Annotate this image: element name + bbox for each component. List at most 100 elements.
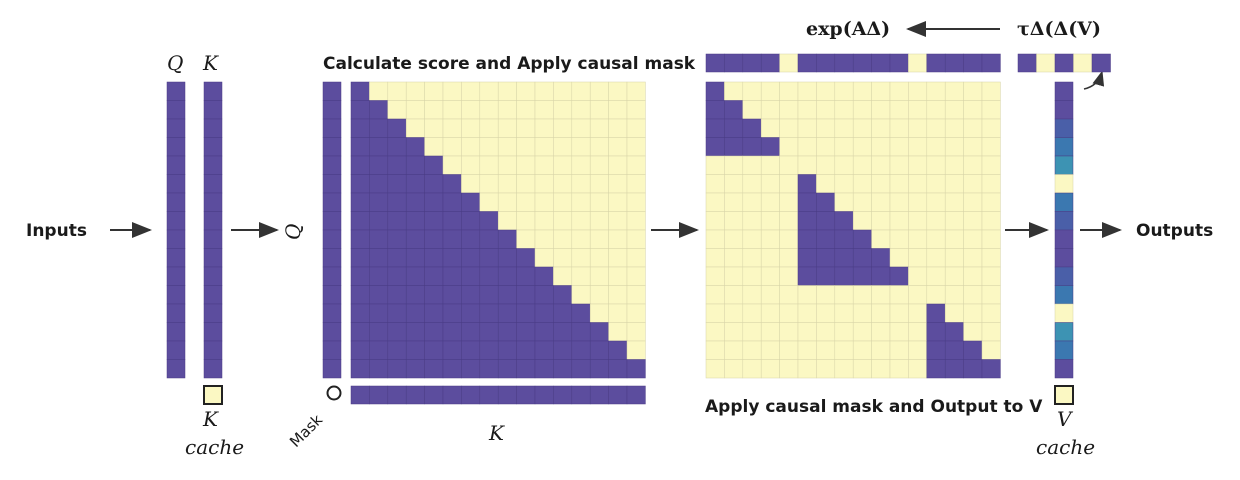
score-cell <box>442 248 462 268</box>
output-cell <box>816 211 836 231</box>
output-cell <box>981 174 1001 194</box>
tau-cell <box>1017 53 1037 73</box>
q-side-cell <box>322 359 342 379</box>
output-cell <box>779 211 799 231</box>
score-cell <box>387 118 407 138</box>
output-cell <box>816 285 836 305</box>
score-cell <box>571 229 591 249</box>
tau-row <box>1017 53 1111 73</box>
score-cell <box>534 118 554 138</box>
output-cell <box>926 100 946 120</box>
output-cell <box>908 137 928 157</box>
score-cell <box>534 211 554 231</box>
output-cell <box>816 192 836 212</box>
output-cell <box>889 118 909 138</box>
output-cell <box>908 322 928 342</box>
output-cell <box>760 303 780 323</box>
score-cell <box>424 174 444 194</box>
score-cell <box>479 340 499 360</box>
output-cell <box>871 192 891 212</box>
score-cell <box>350 359 370 379</box>
output-cell <box>889 359 909 379</box>
output-cell <box>908 248 928 268</box>
output-cell <box>705 303 725 323</box>
score-cell <box>369 285 389 305</box>
output-cell <box>871 359 891 379</box>
output-cell <box>944 285 964 305</box>
score-cell <box>571 155 591 175</box>
output-cell <box>742 359 762 379</box>
score-cell <box>608 192 628 212</box>
output-cell <box>871 229 891 249</box>
output-cell <box>742 174 762 194</box>
score-cell <box>350 266 370 286</box>
output-cell <box>871 211 891 231</box>
score-cell <box>369 359 389 379</box>
output-cell <box>724 137 744 157</box>
score-cell <box>461 174 481 194</box>
score-cell <box>479 285 499 305</box>
gate-cell <box>816 53 836 73</box>
output-cell <box>944 211 964 231</box>
output-cell <box>724 100 744 120</box>
output-cell <box>779 229 799 249</box>
output-cell <box>724 285 744 305</box>
output-cell <box>724 118 744 138</box>
score-cell <box>350 248 370 268</box>
output-cell <box>742 118 762 138</box>
score-cell <box>589 285 609 305</box>
score-cell <box>608 100 628 120</box>
q-side-cell <box>322 100 342 120</box>
score-cell <box>626 285 646 305</box>
output-cell <box>963 229 983 249</box>
output-cell <box>742 137 762 157</box>
score-cell <box>516 174 536 194</box>
output-cell <box>779 137 799 157</box>
output-cell <box>889 155 909 175</box>
output-cell <box>797 248 817 268</box>
score-cell <box>387 266 407 286</box>
output-cell <box>981 229 1001 249</box>
score-cell <box>534 81 554 101</box>
score-cell <box>571 81 591 101</box>
score-cell <box>461 285 481 305</box>
q-cell <box>166 192 186 212</box>
gate-cell <box>705 53 725 73</box>
output-cell <box>760 155 780 175</box>
q-side-cell <box>322 285 342 305</box>
score-cell <box>497 137 517 157</box>
output-cell <box>889 340 909 360</box>
q-cell <box>166 229 186 249</box>
output-cell <box>816 155 836 175</box>
score-cell <box>405 340 425 360</box>
output-cell <box>816 359 836 379</box>
output-cell <box>742 248 762 268</box>
score-cell <box>461 81 481 101</box>
output-cell <box>926 229 946 249</box>
q-side-cell <box>322 155 342 175</box>
output-cell <box>724 303 744 323</box>
q-cell <box>166 174 186 194</box>
score-cell <box>626 211 646 231</box>
score-cell <box>497 192 517 212</box>
score-cell <box>369 118 389 138</box>
output-title: Apply causal mask and Output to V <box>705 397 1043 417</box>
q-cell <box>166 155 186 175</box>
score-cell <box>424 340 444 360</box>
output-cell <box>724 340 744 360</box>
score-cell <box>571 322 591 342</box>
score-cell <box>516 303 536 323</box>
score-cell <box>424 192 444 212</box>
score-cell <box>571 211 591 231</box>
k-cell <box>203 100 223 120</box>
output-cell <box>963 322 983 342</box>
output-cell <box>834 266 854 286</box>
output-cell <box>834 359 854 379</box>
score-cell <box>608 266 628 286</box>
output-cell <box>852 100 872 120</box>
score-cell <box>369 248 389 268</box>
k-bottom-row <box>350 385 646 405</box>
output-cell <box>963 303 983 323</box>
output-cell <box>908 285 928 305</box>
inputs-label: Inputs <box>26 221 87 241</box>
